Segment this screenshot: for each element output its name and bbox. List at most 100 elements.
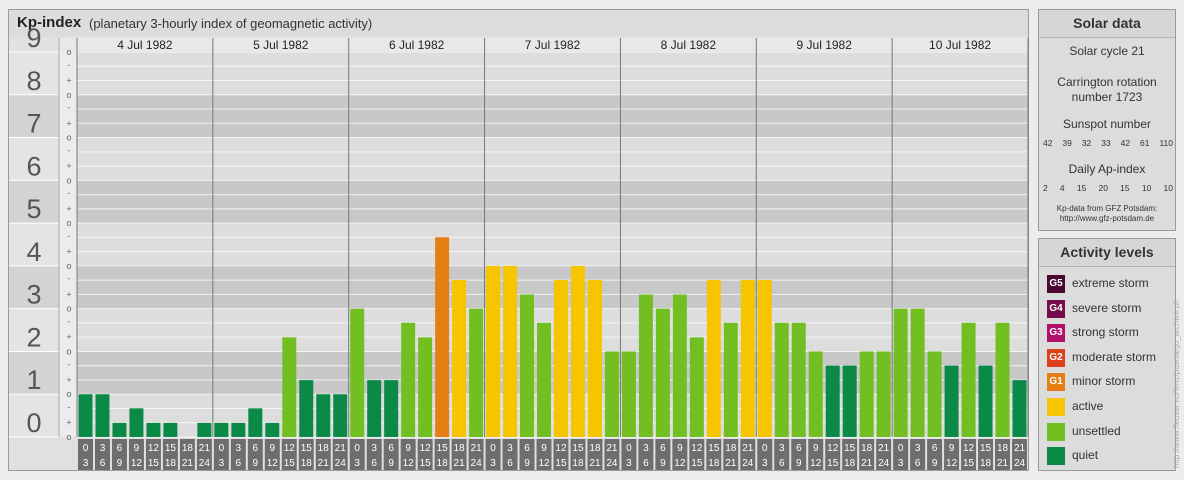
interval-end-label: 24 — [606, 458, 618, 469]
interval-end-label: 12 — [946, 458, 958, 469]
interval-end-label: 24 — [878, 458, 890, 469]
kp-bar — [978, 365, 993, 437]
interval-end-label: 15 — [148, 458, 160, 469]
y-sub-tick: + — [66, 418, 71, 428]
kp-bar — [961, 322, 976, 437]
interval-start-label: 9 — [813, 443, 819, 454]
interval-end-label: 24 — [742, 458, 754, 469]
kp-bar — [367, 380, 382, 437]
interval-start-label: 15 — [844, 443, 856, 454]
interval-start-label: 3 — [100, 443, 106, 454]
y-sub-tick: o — [66, 346, 71, 356]
interval-start-label: 9 — [949, 443, 955, 454]
day-header-row — [59, 38, 1028, 52]
kp-bar — [825, 365, 840, 437]
interval-box — [196, 439, 212, 470]
interval-box — [264, 439, 280, 470]
interval-end-label: 12 — [403, 458, 415, 469]
interval-start-label: 9 — [677, 443, 683, 454]
interval-box — [723, 439, 739, 470]
y-sub-tick: - — [68, 145, 71, 155]
interval-start-label: 15 — [437, 443, 449, 454]
credit-text: http://www.ffeuser.eu/fenz/puerta/go_arc… — [1172, 300, 1181, 468]
interval-box — [332, 439, 348, 470]
kp-bar — [384, 380, 399, 437]
interval-end-label: 9 — [660, 458, 666, 469]
interval-box — [451, 439, 467, 470]
interval-start-label: 15 — [165, 443, 177, 454]
y-sub-tick: o — [66, 47, 71, 57]
interval-box — [689, 439, 705, 470]
interval-end-label: 9 — [117, 458, 123, 469]
interval-start-label: 12 — [691, 443, 703, 454]
kp-bar — [282, 337, 297, 437]
sub-tick-column — [59, 38, 77, 437]
interval-start-label: 6 — [660, 443, 666, 454]
plot-band — [77, 52, 1028, 95]
interval-box — [162, 439, 178, 470]
kp-bar — [554, 280, 568, 437]
y-sub-tick: - — [68, 402, 71, 412]
y-sub-tick: + — [66, 375, 71, 385]
legend-label: quiet — [1072, 448, 1099, 463]
interval-box — [94, 439, 110, 470]
carrington-line2: number 1723 — [1071, 90, 1143, 104]
ap-value-2: 15 — [1076, 183, 1087, 193]
interval-end-label: 15 — [555, 458, 567, 469]
interval-end-label: 18 — [165, 458, 177, 469]
interval-end-label: 12 — [267, 458, 279, 469]
legend-label: unsettled — [1072, 423, 1121, 438]
interval-box — [655, 439, 671, 470]
interval-box — [791, 439, 807, 470]
legend-swatch: G1 — [1047, 373, 1065, 392]
interval-end-label: 6 — [507, 458, 513, 469]
interval-end-label: 24 — [1014, 458, 1026, 469]
y-tick-label: 0 — [26, 408, 41, 438]
interval-box — [808, 439, 824, 470]
interval-box — [927, 439, 943, 470]
interval-start-label: 12 — [827, 443, 839, 454]
legend-swatch: G5 — [1047, 275, 1065, 293]
credit-url: http://www.ffeuser.eu/fenz/puerta/go_arc… — [1172, 300, 1181, 468]
y-sub-tick: o — [66, 261, 71, 271]
kp-bar — [248, 408, 263, 437]
source-line1: Kp-data from GFZ Potsdam: — [1056, 204, 1158, 213]
interval-box — [893, 439, 909, 470]
interval-box — [553, 439, 569, 470]
interval-end-label: 6 — [915, 458, 921, 469]
day-label: 8 Jul 1982 — [661, 38, 717, 52]
interval-start-label: 3 — [915, 443, 921, 454]
y-tick-label: 7 — [26, 109, 41, 139]
interval-start-label: 9 — [270, 443, 276, 454]
activity-levels-panel: Activity levels G5 extreme storm G4 severe … — [1038, 238, 1176, 471]
sunspot-value-3: 33 — [1101, 138, 1111, 148]
y-tick-label: 8 — [26, 66, 41, 96]
kp-bar — [842, 365, 857, 437]
interval-box — [383, 439, 399, 470]
y-sub-tick: - — [68, 274, 71, 284]
interval-box — [111, 439, 127, 470]
interval-start-label: 6 — [117, 443, 123, 454]
interval-start-label: 21 — [199, 443, 211, 454]
interval-box — [519, 439, 535, 470]
interval-start-label: 0 — [626, 443, 632, 454]
legend-swatch: G3 — [1047, 324, 1065, 343]
kp-bar — [452, 280, 467, 437]
interval-box — [128, 439, 144, 470]
y-sub-tick: + — [66, 204, 71, 214]
interval-start-label: 6 — [932, 443, 938, 454]
kp-bar — [638, 294, 653, 437]
day-label: 4 Jul 1982 — [117, 38, 173, 52]
plot-band — [77, 308, 1028, 352]
kp-bar — [401, 322, 416, 437]
solar-data-title: Solar data — [1039, 10, 1175, 38]
interval-box — [774, 439, 790, 470]
day-label: 9 Jul 1982 — [797, 38, 853, 52]
interval-box — [502, 439, 518, 470]
interval-end-label: 9 — [388, 458, 394, 469]
interval-start-label: 15 — [572, 443, 584, 454]
ap-value-3: 20 — [1098, 183, 1108, 193]
sunspot-value-6: 110 — [1159, 138, 1173, 148]
legend-label: moderate storm — [1072, 349, 1157, 364]
interval-end-label: 3 — [626, 458, 632, 469]
